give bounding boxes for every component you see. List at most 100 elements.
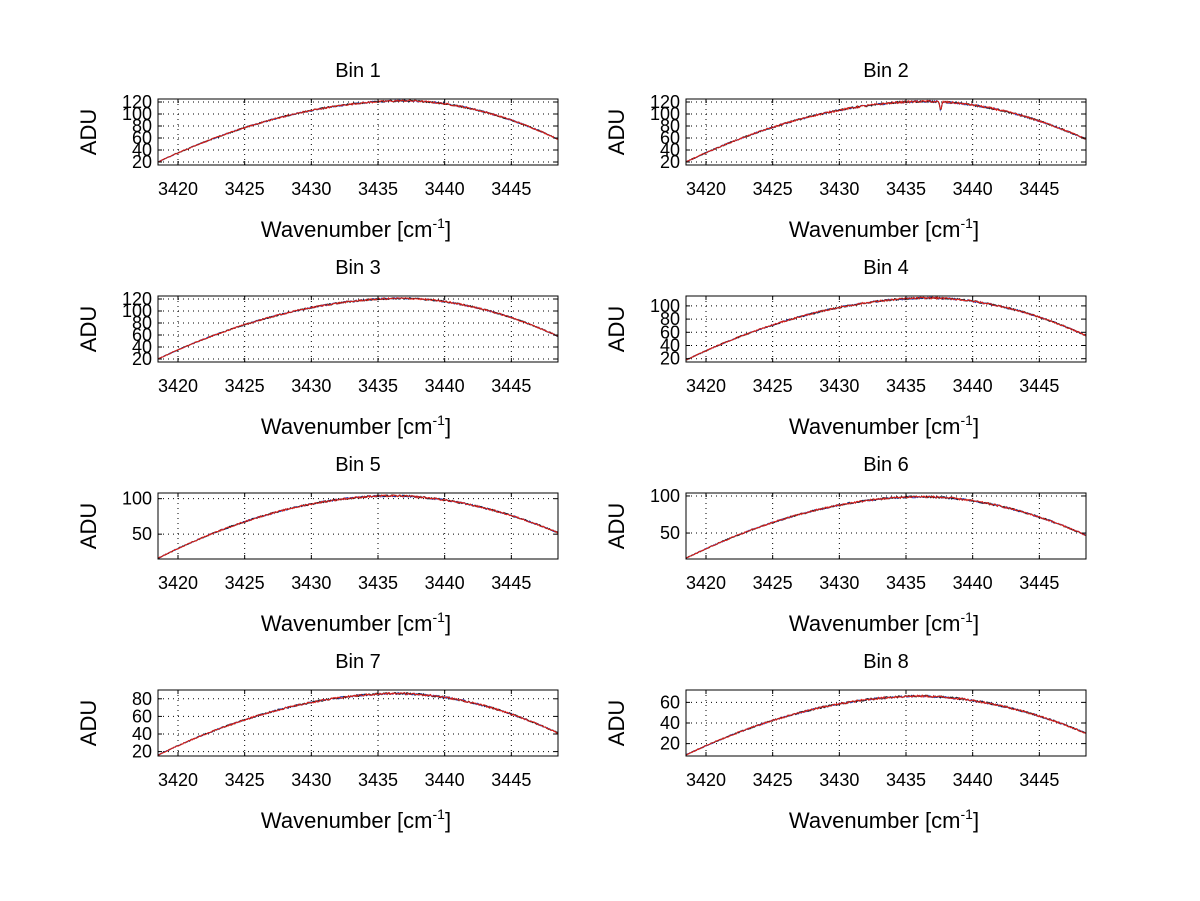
y-tick-label: 80	[660, 116, 680, 136]
x-tick-label: 3445	[491, 770, 531, 790]
x-axis-label-close: ]	[445, 217, 451, 242]
x-tick-label: 3420	[158, 179, 198, 199]
x-tick-label: 3435	[358, 376, 398, 396]
x-tick-label: 3440	[953, 573, 993, 593]
x-tick-label: 3420	[686, 376, 726, 396]
y-tick-label: 100	[650, 104, 680, 124]
y-tick-label: 60	[132, 128, 152, 148]
y-axis-label: ADU	[604, 503, 629, 549]
x-tick-label: 3445	[491, 573, 531, 593]
spectrum-series-2	[685, 495, 1087, 559]
y-tick-label: 100	[122, 301, 152, 321]
x-axis-label: Wavenumber [cm-1]	[789, 412, 979, 439]
x-tick-label: 3425	[225, 573, 265, 593]
spectrum-series-3	[157, 494, 559, 559]
x-tick-label: 3430	[819, 376, 859, 396]
spectrum-series-1	[157, 297, 559, 360]
x-axis-label-close: ]	[445, 808, 451, 833]
x-tick-label: 3420	[686, 573, 726, 593]
y-tick-label: 20	[132, 152, 152, 172]
x-tick-label: 3445	[1019, 179, 1059, 199]
y-tick-label: 100	[650, 296, 680, 316]
x-tick-label: 3440	[425, 179, 465, 199]
spectrum-series-2	[685, 99, 1087, 163]
y-tick-label: 40	[132, 140, 152, 160]
x-tick-label: 3420	[158, 376, 198, 396]
x-tick-label: 3440	[953, 179, 993, 199]
x-tick-label: 3445	[1019, 770, 1059, 790]
y-tick-label: 60	[660, 128, 680, 148]
x-axis-label: Wavenumber [cm-1]	[789, 609, 979, 636]
plot-frame	[157, 98, 559, 166]
x-tick-label: 3445	[491, 376, 531, 396]
x-axis-label-superscript: -1	[961, 609, 974, 625]
spectrum-series-3	[157, 692, 558, 756]
y-tick-label: 40	[132, 337, 152, 357]
spectrum-series-3	[685, 495, 1087, 559]
y-tick-label: 120	[650, 92, 680, 112]
y-tick-label: 50	[660, 523, 680, 543]
x-tick-label: 3435	[358, 179, 398, 199]
x-tick-label: 3440	[425, 770, 465, 790]
x-tick-label: 3440	[425, 376, 465, 396]
x-tick-label: 3435	[886, 376, 926, 396]
x-tick-label: 3430	[291, 573, 331, 593]
x-axis-label-main: Wavenumber [cm	[261, 611, 433, 636]
y-tick-label: 40	[660, 336, 680, 356]
x-tick-label: 3420	[158, 770, 198, 790]
x-tick-label: 3445	[491, 179, 531, 199]
x-axis-label-close: ]	[445, 611, 451, 636]
y-tick-label: 100	[122, 104, 152, 124]
x-tick-label: 3445	[1019, 573, 1059, 593]
y-axis-label: ADU	[604, 306, 629, 352]
y-tick-label: 40	[660, 140, 680, 160]
y-axis-label: ADU	[76, 306, 101, 352]
subplot-5: 3420 3425 3430 3435 3440 3445 50 100 Bin 5 Wavenu…	[76, 454, 559, 636]
y-tick-label: 100	[650, 486, 680, 506]
x-axis-label-close: ]	[973, 808, 979, 833]
y-tick-label: 40	[132, 724, 152, 744]
x-tick-label: 3425	[225, 179, 265, 199]
x-tick-label: 3440	[953, 376, 993, 396]
x-tick-label: 3435	[358, 573, 398, 593]
y-tick-label: 60	[660, 322, 680, 342]
x-axis-label: Wavenumber [cm-1]	[261, 609, 451, 636]
x-axis-label: Wavenumber [cm-1]	[261, 412, 451, 439]
spectrum-series-1	[157, 494, 559, 559]
x-tick-label: 3425	[225, 770, 265, 790]
y-tick-label: 40	[660, 713, 680, 733]
subplot-title: Bin 1	[335, 60, 381, 82]
x-axis-label-main: Wavenumber [cm	[261, 217, 433, 242]
plot-frame	[685, 98, 1087, 166]
y-tick-label: 100	[122, 489, 152, 509]
x-tick-label: 3430	[819, 573, 859, 593]
x-tick-label: 3430	[291, 179, 331, 199]
y-axis-label: ADU	[76, 503, 101, 549]
subplot-title: Bin 4	[863, 257, 909, 279]
x-tick-label: 3425	[753, 376, 793, 396]
y-axis-label: ADU	[604, 109, 629, 155]
spectrum-series-2	[157, 494, 559, 560]
x-axis-label-close: ]	[973, 217, 979, 242]
spectrum-series-3	[157, 296, 559, 360]
subplot-title: Bin 2	[863, 60, 909, 82]
spectrum-series-3	[158, 99, 559, 163]
x-tick-label: 3420	[686, 770, 726, 790]
x-axis-label-close: ]	[973, 611, 979, 636]
x-axis-label: Wavenumber [cm-1]	[789, 215, 979, 242]
subplot-title: Bin 3	[335, 257, 381, 279]
x-axis-label-superscript: -1	[433, 806, 446, 822]
x-axis-label-main: Wavenumber [cm	[789, 611, 961, 636]
x-tick-label: 3420	[158, 573, 198, 593]
x-tick-label: 3425	[753, 179, 793, 199]
spectrum-series-3	[685, 99, 1087, 162]
x-tick-label: 3440	[953, 770, 993, 790]
x-axis-label-superscript: -1	[961, 806, 974, 822]
plot-frame	[685, 492, 1087, 560]
y-axis-label: ADU	[76, 109, 101, 155]
plot-frame	[685, 295, 1087, 363]
spectrum-series-1	[685, 694, 1087, 756]
subplot-title: Bin 6	[863, 454, 909, 476]
